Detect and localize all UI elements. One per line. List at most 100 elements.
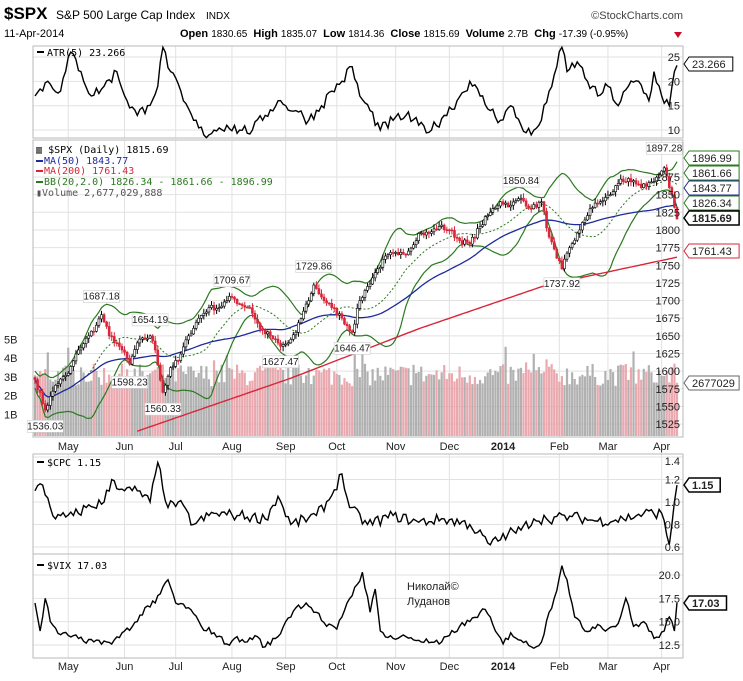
- volume-bar: [657, 370, 661, 436]
- candle-body: [460, 240, 464, 245]
- candle-body: [120, 346, 124, 351]
- candle-body: [637, 183, 640, 186]
- candle-body: [164, 384, 167, 393]
- atr-legend: ATR(5) 23.266: [37, 48, 125, 59]
- watermark: Николай© Луданов: [407, 581, 459, 608]
- candle-body: [535, 204, 538, 208]
- volume-bar: [59, 384, 62, 436]
- candle-body: [532, 204, 536, 210]
- volume-bar: [476, 383, 479, 436]
- candle-body: [350, 330, 354, 333]
- volume-tick-label: 1B: [4, 409, 17, 421]
- volume-bar: [179, 365, 182, 436]
- atr-tick-label: 25: [668, 52, 680, 64]
- month-label: May: [58, 661, 79, 673]
- candle-body: [194, 321, 198, 329]
- candle-body: [409, 247, 413, 252]
- candle-body: [151, 335, 154, 342]
- volume-bar: [522, 373, 525, 436]
- candle-body: [202, 313, 206, 316]
- symbol: $SPX: [4, 4, 48, 23]
- volume-bar: [353, 349, 356, 436]
- volume-bar: [74, 385, 78, 436]
- candle-body: [169, 367, 172, 377]
- candle-body: [381, 259, 385, 268]
- volume-bar: [422, 381, 425, 436]
- candle-body: [69, 366, 73, 374]
- price-annotation-box: [131, 313, 169, 327]
- candle-body: [627, 178, 630, 182]
- candle-body: [642, 183, 646, 188]
- volume-bar: [458, 366, 461, 436]
- candle-body: [476, 228, 479, 239]
- volume-bar: [609, 369, 612, 436]
- volume-bar: [489, 369, 492, 436]
- candle-body: [309, 293, 313, 302]
- volume-bar: [335, 373, 338, 436]
- candle-body: [284, 343, 287, 346]
- volume-bar: [604, 371, 607, 436]
- candle-body: [542, 201, 546, 212]
- candle-body: [253, 313, 257, 320]
- volume-bar: [391, 369, 395, 436]
- candle-body: [130, 355, 134, 365]
- price-legend: ▥ $SPX (Daily) 1815.69 MA(50) 1843.77 MA…: [36, 145, 273, 199]
- volume-bar: [292, 364, 295, 436]
- volume-bar: [394, 370, 397, 436]
- volume-bar: [269, 365, 272, 436]
- candle-body: [123, 349, 126, 353]
- month-label: Oct: [328, 441, 345, 453]
- candle-body: [565, 252, 569, 260]
- cpc-line: [34, 460, 678, 546]
- candle-body: [450, 229, 454, 232]
- atr-last-tag: 23.266: [692, 59, 726, 71]
- candle-body: [396, 252, 400, 255]
- candle-body: [79, 347, 83, 351]
- volume-bar: [182, 371, 185, 436]
- candle-body: [468, 242, 472, 245]
- vix-tick-label: 12.5: [659, 640, 680, 652]
- candle-body: [673, 194, 676, 208]
- volume-bar: [85, 381, 88, 436]
- vix-last-tag: 17.03: [692, 598, 720, 610]
- volume-bar: [665, 371, 668, 436]
- month-label: Nov: [386, 661, 406, 673]
- volume-bar: [187, 366, 190, 436]
- candle-body: [176, 360, 180, 362]
- candle-body: [102, 314, 106, 323]
- candle-body: [46, 405, 50, 411]
- candle-body: [171, 366, 175, 368]
- volume-bar: [668, 382, 671, 436]
- candle-body: [609, 194, 612, 196]
- volume-bar: [225, 355, 228, 436]
- candle-body: [105, 321, 108, 327]
- price-annotation-box: [295, 260, 333, 273]
- candle-body: [61, 376, 65, 380]
- candle-body: [312, 284, 316, 294]
- volume-bar: [586, 365, 589, 436]
- candle-body: [251, 307, 254, 314]
- candle-body: [519, 197, 523, 200]
- price-tag-ma200: 1761.43: [692, 246, 732, 258]
- volume-bar: [591, 364, 594, 436]
- volume-bar: [136, 376, 139, 436]
- candle-body: [174, 360, 177, 367]
- candle-body: [652, 181, 656, 183]
- month-label: Jul: [169, 441, 183, 453]
- volume-bar: [276, 369, 280, 436]
- volume-bar: [494, 370, 497, 436]
- month-label: Aug: [222, 441, 242, 453]
- candle-body: [307, 300, 310, 305]
- volume-bar: [642, 368, 645, 436]
- volume-bar: [87, 381, 90, 436]
- volume-bar: [56, 371, 60, 436]
- candle-body: [555, 248, 559, 259]
- volume-bar: [432, 374, 436, 436]
- volume-bar: [200, 365, 203, 436]
- price-tick-label: 1750: [656, 260, 680, 272]
- candle-body: [404, 253, 408, 256]
- volume-bar: [501, 364, 505, 436]
- candle-body: [210, 305, 213, 308]
- volume-bar: [634, 383, 638, 436]
- vix-legend-text: $VIX 17.03: [47, 561, 107, 572]
